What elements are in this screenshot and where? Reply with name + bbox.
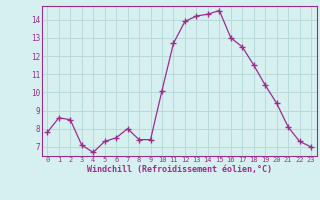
X-axis label: Windchill (Refroidissement éolien,°C): Windchill (Refroidissement éolien,°C)	[87, 165, 272, 174]
